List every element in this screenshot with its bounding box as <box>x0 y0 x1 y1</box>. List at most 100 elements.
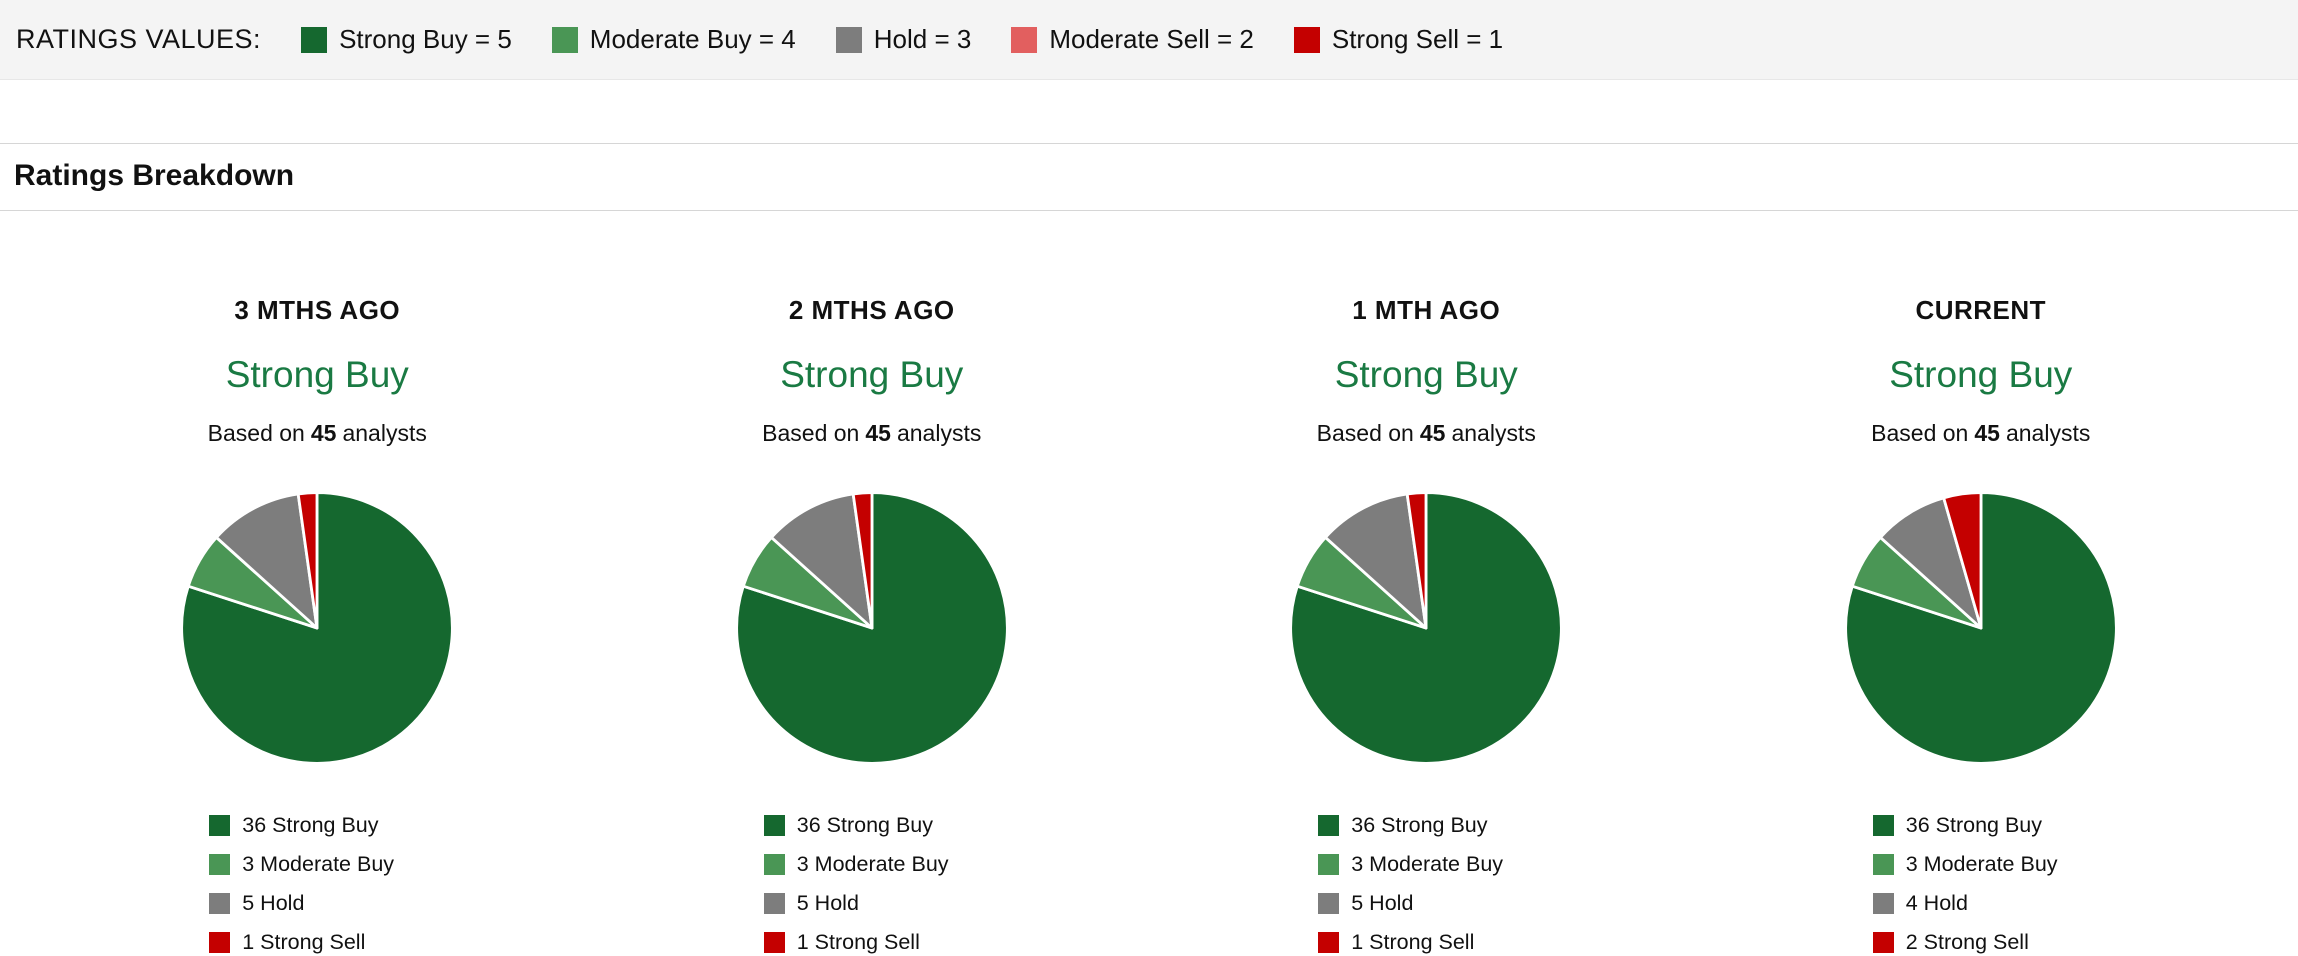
consensus-rating: Strong Buy <box>1334 354 1518 395</box>
legend-item: 5 Hold <box>209 891 519 916</box>
pie-legend: 36 Strong Buy 3 Moderate Buy 5 Hold 1 St… <box>763 813 1074 955</box>
legend-item: 1 Strong Sell <box>1318 930 1628 955</box>
strong-sell-swatch <box>1293 26 1320 53</box>
legend-item-label: 3 Moderate Buy <box>1351 852 1504 876</box>
legend-item-label: 36 Strong Buy <box>242 813 379 837</box>
ratings-pie-chart <box>1844 491 2118 765</box>
legend-item: 3 Moderate Buy <box>209 852 519 877</box>
strong-sell-swatch <box>763 932 785 953</box>
legend-item-strong-buy: Strong Buy = 5 <box>301 24 512 55</box>
ratings-values-label: RATINGS VALUES: <box>16 24 262 54</box>
legend-item: 3 Moderate Buy <box>1318 852 1628 877</box>
based-on-text: Based on <box>762 420 860 446</box>
ratings-pie-chart <box>180 491 455 765</box>
legend-item-label: 3 Moderate Buy <box>242 852 395 876</box>
consensus-rating: Strong Buy <box>225 354 409 395</box>
legend-item: 1 Strong Sell <box>209 930 519 955</box>
period-title: CURRENT <box>1915 295 2047 325</box>
based-on-text: Based on <box>207 420 305 446</box>
ratings-values-legend: Strong Buy = 5 Moderate Buy = 4 Hold = 3… <box>301 24 1503 55</box>
legend-item-label: 1 Strong Sell <box>1351 930 1475 954</box>
pie-legend: 36 Strong Buy 3 Moderate Buy 4 Hold 2 St… <box>1872 813 2183 955</box>
pie-chart-wrap <box>40 487 595 769</box>
ratings-values-bar: RATINGS VALUES: Strong Buy = 5 Moderate … <box>0 0 2298 80</box>
analysts-count-line: Based on 45 analysts <box>1149 420 1704 447</box>
pie-legend: 36 Strong Buy 3 Moderate Buy 5 Hold 1 St… <box>1318 813 1628 955</box>
legend-item-label: 3 Moderate Buy <box>1905 852 2058 876</box>
strong-sell-swatch <box>1872 932 1894 953</box>
strong-buy-swatch <box>1318 815 1340 836</box>
legend-item-moderate-buy: Moderate Buy = 4 <box>551 24 796 55</box>
legend-item: 36 Strong Buy <box>763 813 1074 838</box>
legend-item-label: Hold = 3 <box>873 24 972 54</box>
pie-chart-wrap <box>595 487 1150 769</box>
analysts-word: analysts <box>896 420 982 446</box>
ratings-pie-chart <box>735 491 1009 765</box>
legend-item-label: Strong Buy = 5 <box>339 24 512 54</box>
hold-swatch <box>209 893 231 914</box>
pie-legend: 36 Strong Buy 3 Moderate Buy 5 Hold 1 St… <box>209 813 519 955</box>
strong-buy-swatch <box>1872 815 1894 836</box>
hold-swatch <box>835 26 862 53</box>
analysts-count-line: Based on 45 analysts <box>595 420 1150 447</box>
legend-item-hold: Hold = 3 <box>835 24 972 55</box>
period-title: 1 MTH AGO <box>1352 295 1501 325</box>
legend-item-label: 3 Moderate Buy <box>796 852 949 876</box>
consensus-rating: Strong Buy <box>1889 354 2073 395</box>
legend-item-label: Strong Sell = 1 <box>1331 24 1504 54</box>
legend-item-label: 4 Hold <box>1905 891 1968 915</box>
section-heading: Ratings Breakdown <box>0 143 2298 211</box>
analysts-count: 45 <box>1419 420 1446 446</box>
moderate-sell-swatch <box>1011 26 1038 53</box>
moderate-buy-swatch <box>551 26 578 53</box>
strong-sell-swatch <box>209 932 231 953</box>
legend-item: 2 Strong Sell <box>1872 930 2183 955</box>
legend-item-label: 36 Strong Buy <box>1351 813 1488 837</box>
strong-buy-swatch <box>763 815 785 836</box>
legend-item: 36 Strong Buy <box>1872 813 2183 838</box>
moderate-buy-swatch <box>763 854 785 875</box>
analysts-word: analysts <box>342 420 427 446</box>
analysts-count: 45 <box>310 420 337 446</box>
legend-item-label: 5 Hold <box>242 891 305 915</box>
legend-item-label: 5 Hold <box>1351 891 1414 915</box>
pie-chart-wrap <box>1149 487 1704 769</box>
legend-item-label: 36 Strong Buy <box>1905 813 2043 837</box>
page-title: Ratings Breakdown <box>14 159 295 192</box>
legend-item-strong-sell: Strong Sell = 1 <box>1293 24 1504 55</box>
legend-item: 36 Strong Buy <box>1318 813 1628 838</box>
legend-item: 3 Moderate Buy <box>1872 852 2183 877</box>
legend-item-label: 1 Strong Sell <box>242 930 366 954</box>
legend-item-moderate-sell: Moderate Sell = 2 <box>1011 24 1254 55</box>
legend-item: 1 Strong Sell <box>763 930 1074 955</box>
moderate-buy-swatch <box>1872 854 1894 875</box>
legend-item-label: 1 Strong Sell <box>796 930 920 954</box>
rating-period-card-2mths: 2 MTHS AGO Strong Buy Based on 45 analys… <box>595 295 1150 956</box>
hold-swatch <box>1872 893 1894 914</box>
legend-item-label: 36 Strong Buy <box>796 813 934 837</box>
legend-item: 4 Hold <box>1872 891 2183 916</box>
legend-item: 5 Hold <box>763 891 1074 916</box>
analysts-word: analysts <box>2005 420 2091 446</box>
rating-period-card-3mths: 3 MTHS AGO Strong Buy Based on 45 analys… <box>40 295 595 956</box>
legend-item: 3 Moderate Buy <box>763 852 1074 877</box>
pie-chart-wrap <box>1704 487 2259 769</box>
based-on-text: Based on <box>1871 420 1969 446</box>
strong-buy-swatch <box>301 26 328 53</box>
legend-item-label: 5 Hold <box>796 891 859 915</box>
analysts-count-line: Based on 45 analysts <box>40 420 595 447</box>
legend-item: 36 Strong Buy <box>209 813 519 838</box>
ratings-periods-grid: 3 MTHS AGO Strong Buy Based on 45 analys… <box>0 295 2298 956</box>
hold-swatch <box>1318 893 1340 914</box>
analysts-count: 45 <box>1974 420 2000 446</box>
moderate-buy-swatch <box>209 854 231 875</box>
moderate-buy-swatch <box>1318 854 1340 875</box>
legend-item-label: Moderate Buy = 4 <box>589 24 796 54</box>
based-on-text: Based on <box>1316 420 1414 446</box>
legend-item-label: 2 Strong Sell <box>1905 930 2029 954</box>
strong-buy-swatch <box>209 815 231 836</box>
period-title: 3 MTHS AGO <box>234 295 401 325</box>
consensus-rating: Strong Buy <box>780 354 964 395</box>
period-title: 2 MTHS AGO <box>788 295 955 325</box>
